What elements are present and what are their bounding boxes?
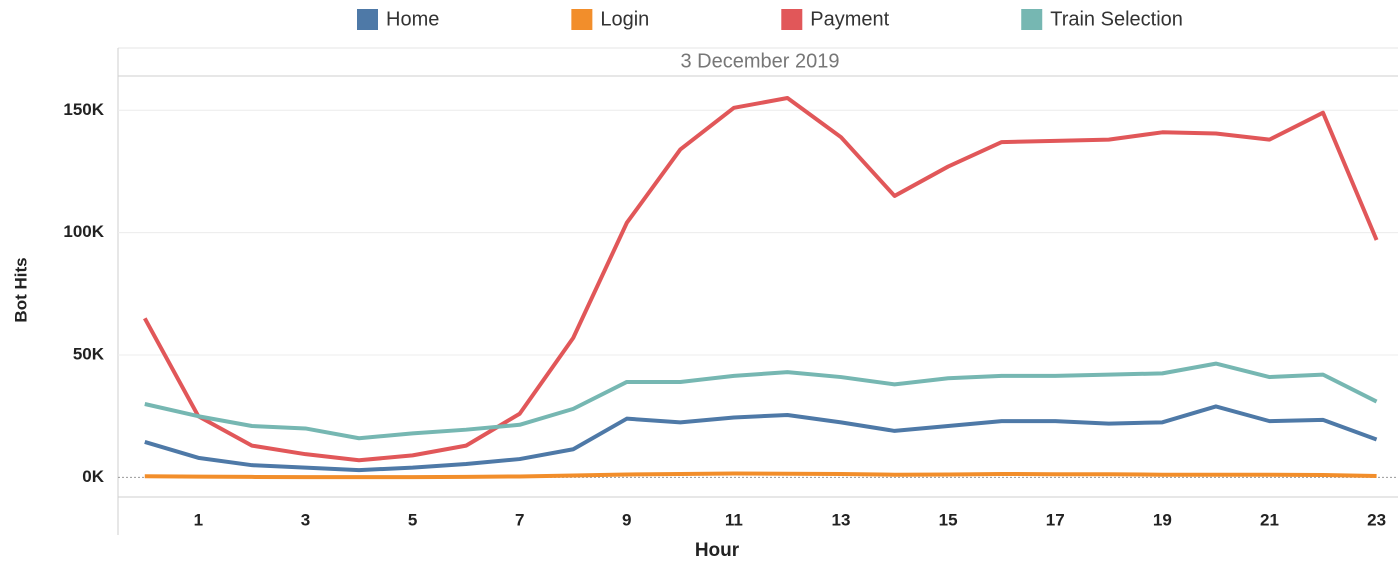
y-axis-title: Bot Hits: [11, 257, 30, 322]
x-tick-label: 3: [301, 510, 310, 529]
x-tick-label: 15: [939, 510, 958, 529]
legend-label: Login: [600, 8, 649, 30]
x-tick-label: 17: [1046, 510, 1065, 529]
subtitle: 3 December 2019: [681, 50, 840, 72]
legend-swatch: [357, 9, 378, 30]
legend-label: Train Selection: [1050, 8, 1183, 30]
legend-swatch: [571, 9, 593, 30]
y-tick-label: 100K: [63, 222, 104, 241]
series-line: [144, 404, 1378, 473]
x-tick-label: 5: [408, 510, 417, 529]
x-tick-label: 9: [622, 510, 631, 529]
x-tick-label: 7: [515, 510, 524, 529]
x-tick-label: 19: [1153, 510, 1172, 529]
y-tick-label: 150K: [63, 100, 104, 119]
legend-swatch: [781, 9, 803, 30]
x-tick-label: 1: [194, 510, 203, 529]
series-line: [143, 96, 1379, 463]
legend-label: Home: [386, 8, 439, 30]
x-axis-title: Hour: [695, 540, 740, 561]
legend-label: Payment: [810, 8, 889, 30]
x-tick-label: 11: [725, 510, 743, 529]
x-tick-label: 13: [832, 510, 851, 529]
x-tick-label: 21: [1260, 510, 1279, 529]
y-tick-label: 0K: [82, 467, 104, 486]
y-tick-label: 50K: [73, 345, 105, 364]
series-line: [144, 471, 1377, 480]
series-line: [144, 361, 1378, 441]
legend-swatch: [1021, 9, 1043, 30]
x-tick-label: 23: [1367, 510, 1386, 529]
